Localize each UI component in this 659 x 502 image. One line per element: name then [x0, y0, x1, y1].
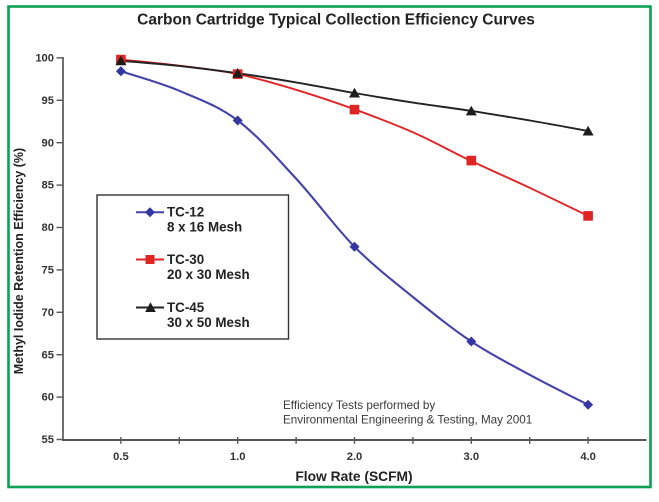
- svg-text:65: 65: [42, 349, 54, 361]
- svg-text:TC-45: TC-45: [167, 300, 205, 315]
- svg-text:Carbon Cartridge Typical Colle: Carbon Cartridge Typical Collection Effi…: [137, 11, 535, 28]
- svg-text:60: 60: [42, 392, 54, 404]
- svg-text:30 x 50 Mesh: 30 x 50 Mesh: [167, 315, 250, 330]
- svg-text:70: 70: [42, 307, 54, 319]
- svg-text:8 x 16 Mesh: 8 x 16 Mesh: [167, 220, 242, 235]
- svg-text:100: 100: [35, 53, 54, 65]
- svg-text:Methyl Iodide Retention Effici: Methyl Iodide Retention Efficiency (%): [12, 148, 26, 374]
- svg-text:95: 95: [42, 95, 54, 107]
- svg-text:Flow Rate (SCFM): Flow Rate (SCFM): [295, 469, 412, 484]
- svg-text:85: 85: [42, 180, 54, 192]
- svg-text:TC-30: TC-30: [167, 252, 204, 267]
- svg-text:90: 90: [42, 137, 54, 149]
- svg-text:TC-12: TC-12: [167, 205, 204, 220]
- svg-text:4.0: 4.0: [580, 451, 596, 463]
- svg-text:55: 55: [42, 434, 54, 446]
- svg-text:0.5: 0.5: [113, 451, 129, 463]
- svg-text:Environmental Engineering & Te: Environmental Engineering & Testing, May…: [283, 413, 532, 426]
- svg-text:75: 75: [42, 265, 54, 277]
- svg-text:2.0: 2.0: [347, 451, 363, 463]
- svg-text:20 x 30 Mesh: 20 x 30 Mesh: [167, 267, 250, 282]
- svg-text:80: 80: [42, 222, 54, 234]
- svg-text:1.0: 1.0: [230, 451, 246, 463]
- svg-text:Efficiency Tests performed by: Efficiency Tests performed by: [283, 399, 435, 412]
- svg-text:3.0: 3.0: [464, 451, 480, 463]
